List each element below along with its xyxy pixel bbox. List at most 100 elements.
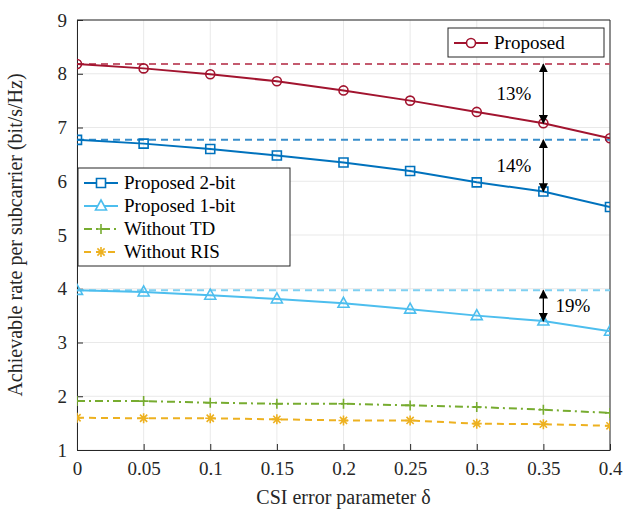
legend-marker — [97, 179, 106, 188]
tick-label: 4 — [58, 278, 68, 299]
tick-mark — [144, 444, 145, 450]
marker — [205, 398, 215, 408]
frame — [77, 20, 610, 21]
marker — [77, 135, 82, 144]
tick-label: 6 — [58, 171, 68, 192]
tick: 8 — [58, 63, 84, 84]
marker — [139, 139, 148, 148]
legend-marker — [96, 224, 106, 234]
tick-label: 0.1 — [199, 458, 223, 479]
reference-line — [77, 63, 610, 65]
grid-line — [77, 127, 610, 128]
legend-box — [78, 168, 290, 266]
tick-label: 2 — [58, 386, 68, 407]
axis-line — [78, 450, 611, 451]
tick-mark — [277, 444, 278, 450]
tick: 0.3 — [465, 444, 489, 479]
legend-label: Without TD — [124, 218, 215, 239]
marker — [271, 293, 282, 303]
tick-mark — [77, 343, 83, 344]
marker — [405, 303, 416, 313]
marker — [472, 178, 481, 187]
marker — [138, 286, 149, 296]
tick-label: 9 — [58, 10, 68, 31]
tick: 0.35 — [527, 444, 560, 479]
marker — [206, 70, 215, 79]
annotation-arrow — [543, 140, 544, 192]
tick: 0.2 — [332, 444, 356, 479]
legend-label: Without RIS — [124, 241, 220, 262]
marker — [77, 60, 82, 69]
tick: 0.05 — [128, 444, 161, 479]
marker — [139, 64, 148, 73]
tick-mark — [477, 444, 478, 450]
marker — [205, 413, 215, 423]
marker — [472, 419, 482, 429]
annotation: 13% — [497, 83, 532, 104]
marker — [605, 421, 610, 431]
tick-label: 0.3 — [465, 458, 489, 479]
tick: 0.25 — [394, 444, 427, 479]
tick-mark — [77, 450, 83, 451]
tick-label: 3 — [58, 332, 68, 353]
tick: 3 — [58, 332, 84, 353]
tick-mark — [210, 444, 211, 450]
marker — [605, 325, 611, 335]
marker — [206, 145, 215, 154]
tick-label: 8 — [58, 63, 68, 84]
marker — [339, 86, 348, 95]
marker — [406, 96, 415, 105]
tick: 0.1 — [199, 444, 223, 479]
marker — [272, 414, 282, 424]
marker — [272, 399, 282, 409]
grid-line — [77, 20, 610, 21]
marker — [339, 399, 349, 409]
legend-marker — [466, 38, 475, 47]
tick-label: 1 — [58, 440, 68, 461]
y-axis-title: Achievable rate per subcarrier (bit/s/Hz… — [4, 73, 27, 396]
marker — [605, 408, 610, 418]
annotation-arrow — [543, 290, 544, 321]
tick: 0.4 — [599, 444, 623, 479]
data-area — [77, 60, 610, 431]
marker — [471, 310, 482, 320]
tick-mark — [410, 444, 411, 450]
legend-box — [448, 28, 604, 57]
grid-line — [77, 342, 610, 343]
tick-label: 0.4 — [599, 458, 623, 479]
legend-marker — [96, 200, 107, 210]
x-axis-title: CSI error parameter δ — [256, 486, 430, 509]
reference-line — [77, 289, 610, 291]
chart: 00.050.10.150.20.250.30.350.412345678913… — [0, 0, 624, 516]
series-line — [77, 290, 610, 331]
tick-mark — [543, 444, 544, 450]
tick: 1 — [58, 440, 84, 461]
grid-line — [77, 288, 610, 289]
frame — [610, 20, 611, 450]
legend-label: Proposed 2-bit — [124, 172, 236, 193]
marker — [606, 203, 611, 212]
annotation-arrow — [543, 64, 544, 123]
legend-marker — [96, 247, 106, 257]
marker — [405, 400, 415, 410]
grid-line — [77, 396, 610, 397]
marker — [538, 405, 548, 415]
legend: Proposed — [448, 28, 604, 57]
tick: 0.15 — [261, 444, 294, 479]
tick-mark — [344, 444, 345, 450]
tick-mark — [77, 128, 83, 129]
marker — [272, 77, 281, 86]
marker — [77, 413, 82, 423]
x-axis: 0 0.05 0.1 0.15 0.2 0.25 0.3 0.35 0.4 — [73, 444, 623, 479]
marker — [405, 415, 415, 425]
tick-label: 7 — [58, 117, 68, 138]
marker — [272, 151, 281, 160]
marker — [406, 167, 415, 176]
marker — [538, 419, 548, 429]
tick-label: 0.35 — [527, 458, 560, 479]
tick: 2 — [58, 386, 84, 407]
tick-label: 0 — [73, 458, 83, 479]
tick-label: 0.15 — [261, 458, 294, 479]
marker — [605, 134, 610, 143]
annotation: 19% — [555, 295, 590, 316]
